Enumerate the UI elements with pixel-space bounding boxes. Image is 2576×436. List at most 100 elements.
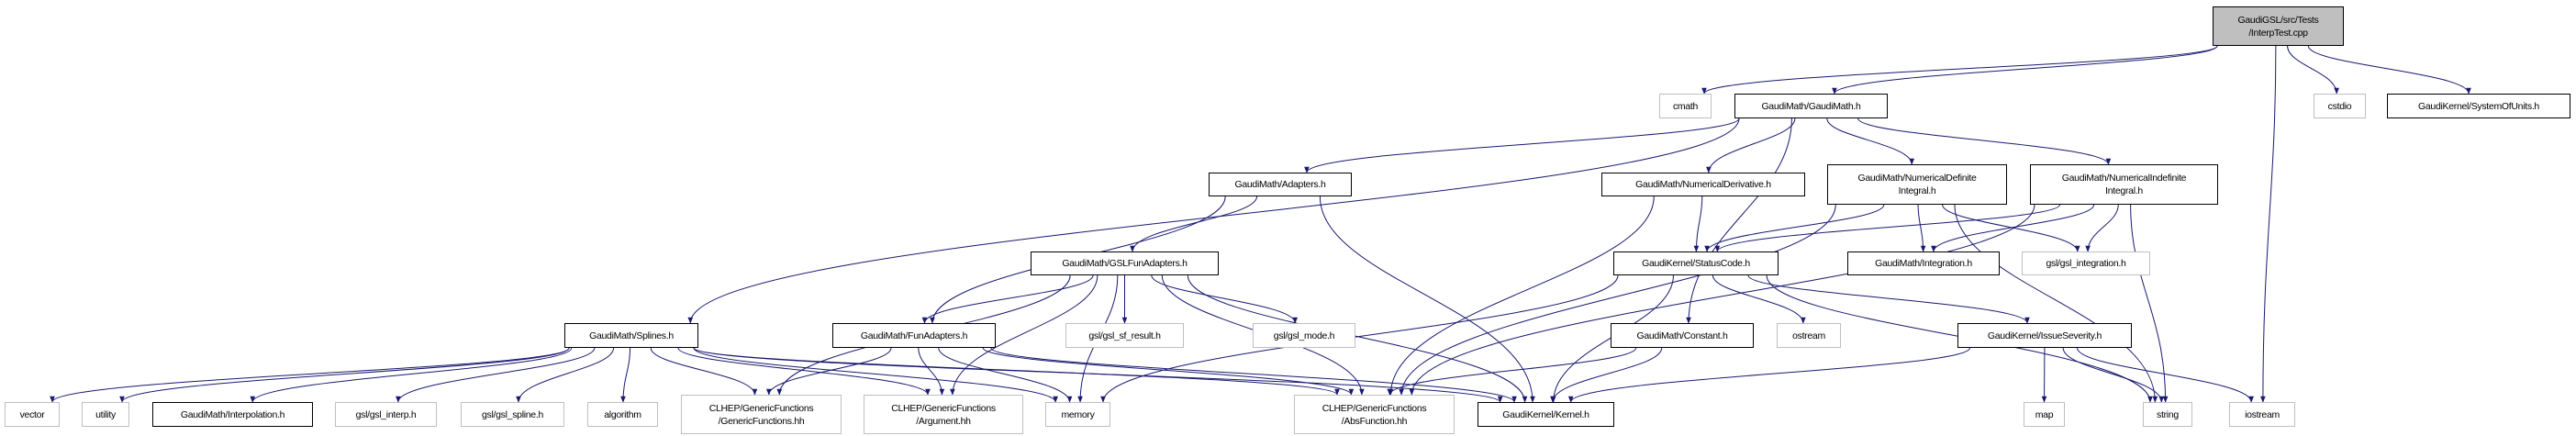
node-gslspline: gsl/gsl_spline.h (461, 402, 564, 427)
edge-splines-to-vector (50, 347, 570, 403)
edge-numderiv-to-absfunction (1388, 196, 1655, 396)
node-interpolation[interactable]: GaudiMath/Interpolation.h (152, 402, 313, 427)
node-label: GaudiMath/NumericalDefinite (1857, 173, 1977, 184)
node-label: /GenericFunctions.hh (718, 415, 805, 427)
node-label: GaudiMath/NumericalDerivative.h (1635, 179, 1771, 190)
node-label: gsl/gsl_mode.h (1273, 330, 1335, 341)
edge-constant-to-absfunction (1387, 347, 1637, 396)
edge-numdef-to-absfunction (1399, 204, 1836, 396)
node-systemofunits[interactable]: GaudiKernel/SystemOfUnits.h (2387, 94, 2570, 118)
node-vector: vector (5, 402, 60, 427)
edge-numdef-to-gslintegration (1942, 204, 2080, 252)
edge-funadapters-to-argument (918, 347, 945, 396)
node-kernel[interactable]: GaudiKernel/Kernel.h (1478, 402, 1614, 427)
node-label: cmath (1672, 100, 1699, 112)
edge-funadapters-to-kernel (990, 347, 1517, 403)
node-adapters[interactable]: GaudiMath/Adapters.h (1209, 173, 1352, 196)
node-label: string (2157, 408, 2179, 420)
node-gslinterp: gsl/gsl_interp.h (335, 402, 437, 427)
node-numderiv[interactable]: GaudiMath/NumericalDerivative.h (1601, 173, 1805, 196)
node-statuscode[interactable]: GaudiKernel/StatusCode.h (1613, 252, 1779, 275)
node-label: gsl/gsl_spline.h (482, 408, 543, 420)
node-gslsfresult: gsl/gsl_sf_result.h (1065, 323, 1184, 348)
edge-statuscode-to-memory (1100, 274, 1619, 403)
node-label: vector (19, 408, 45, 420)
node-utility: utility (82, 402, 129, 427)
edge-adapters-to-kernel (1319, 196, 1535, 403)
node-label: GaudiMath/GaudiMath.h (1761, 100, 1861, 112)
edge-splines-to-genericfunctions (650, 347, 758, 396)
node-label: Integral.h (1898, 185, 1936, 196)
edge-issueseverity-to-kernel (1567, 347, 1970, 403)
node-label: GaudiMath/Interpolation.h (180, 408, 285, 420)
node-label: GaudiMath/GSLFunAdapters.h (1062, 258, 1188, 269)
edge-adapters-to-gslfunadapters (1130, 196, 1258, 252)
node-label: utility (95, 408, 116, 420)
node-map: map (2024, 402, 2065, 427)
node-interptest[interactable]: GaudiGSL/src/Tests/InterpTest.cpp (2213, 6, 2344, 46)
node-integration[interactable]: GaudiMath/Integration.h (1847, 252, 2000, 275)
node-cmath: cmath (1659, 94, 1712, 118)
edge-numindef-to-string (2130, 204, 2169, 403)
edge-splines-to-memory (693, 347, 1058, 403)
node-label: GaudiKernel/StatusCode.h (1642, 258, 1750, 269)
node-label: CLHEP/GenericFunctions (1321, 402, 1427, 414)
edge-numderiv-to-statuscode (1693, 196, 1703, 252)
node-label: GaudiKernel/Kernel.h (1502, 408, 1589, 420)
edge-gslfunadapters-to-kernel (1187, 274, 1528, 403)
node-gslintegration: gsl/gsl_integration.h (2022, 252, 2150, 275)
node-label: GaudiMath/Constant.h (1636, 330, 1728, 341)
edge-numindef-to-gslintegration (2085, 204, 2119, 252)
node-algorithm: algorithm (587, 402, 658, 427)
node-label: CLHEP/GenericFunctions (891, 402, 996, 414)
node-issueseverity[interactable]: GaudiKernel/IssueSeverity.h (1957, 323, 2132, 348)
node-label: gsl/gsl_interp.h (355, 408, 417, 420)
node-label: CLHEP/GenericFunctions (708, 402, 814, 414)
edge-interptest-to-cmath (1701, 45, 2218, 95)
node-splines[interactable]: GaudiMath/Splines.h (564, 323, 698, 348)
edge-numdef-to-string (1954, 204, 2158, 403)
edge-splines-to-gslspline (516, 347, 615, 403)
edge-numindef-to-statuscode (1714, 204, 2061, 252)
edge-gaudimath-to-numdef (1826, 117, 1915, 165)
node-label: GaudiMath/Integration.h (1875, 258, 1972, 269)
node-label: gsl/gsl_sf_result.h (1088, 330, 1161, 341)
node-ostream: ostream (1777, 323, 1841, 348)
edge-funadapters-to-absfunction (982, 347, 1355, 396)
edge-interptest-to-gaudimath (1832, 45, 2218, 95)
edge-gaudimath-to-numindef (1857, 117, 2112, 165)
node-numdef[interactable]: GaudiMath/NumericalDefinite Integral.h (1827, 164, 2007, 205)
node-label: algorithm (604, 408, 641, 420)
node-funadapters[interactable]: GaudiMath/FunAdapters.h (832, 323, 996, 348)
node-label: Integral.h (2105, 185, 2143, 196)
node-gaudimath[interactable]: GaudiMath/GaudiMath.h (1734, 94, 1888, 118)
edge-statuscode-to-issueseverity (1747, 274, 2030, 324)
node-absfunction: CLHEP/GenericFunctions/AbsFunction.hh (1294, 395, 1455, 434)
node-iostream: iostream (2229, 402, 2295, 427)
edge-gslfunadapters-to-argument (950, 274, 1098, 396)
node-label: /AbsFunction.hh (1341, 415, 1408, 427)
node-label: iostream (2245, 408, 2280, 420)
node-gslmode: gsl/gsl_mode.h (1253, 323, 1355, 348)
edge-funadapters-to-memory (938, 347, 1073, 403)
node-label: GaudiMath/Adapters.h (1234, 179, 1326, 190)
edge-gaudimath-to-splines (687, 117, 1740, 324)
node-genericfunctions: CLHEP/GenericFunctions/GenericFunctions.… (681, 395, 842, 434)
node-label: ostream (1792, 330, 1825, 341)
edge-splines-to-gslinterp (396, 347, 596, 403)
edge-numindef-to-absfunction (1409, 204, 2035, 396)
node-gslfunadapters[interactable]: GaudiMath/GSLFunAdapters.h (1031, 252, 1219, 275)
node-label: GaudiGSL/src/Tests (2237, 14, 2319, 26)
edge-splines-to-utility (119, 347, 570, 403)
edge-gslfunadapters-to-gslmode (1151, 274, 1298, 324)
edge-interptest-to-iostream (2260, 45, 2277, 403)
edge-gaudimath-to-constant (1686, 117, 1792, 324)
edge-numdef-to-statuscode (1704, 204, 1885, 252)
node-label: memory (1061, 408, 1095, 420)
node-label: GaudiMath/FunAdapters.h (860, 330, 968, 341)
node-numindef[interactable]: GaudiMath/NumericalIndefinite Integral.h (2030, 164, 2218, 205)
node-label: /Argument.hh (916, 415, 971, 427)
node-constant[interactable]: GaudiMath/Constant.h (1611, 323, 1754, 348)
node-label: gsl/gsl_integration.h (2046, 258, 2126, 269)
